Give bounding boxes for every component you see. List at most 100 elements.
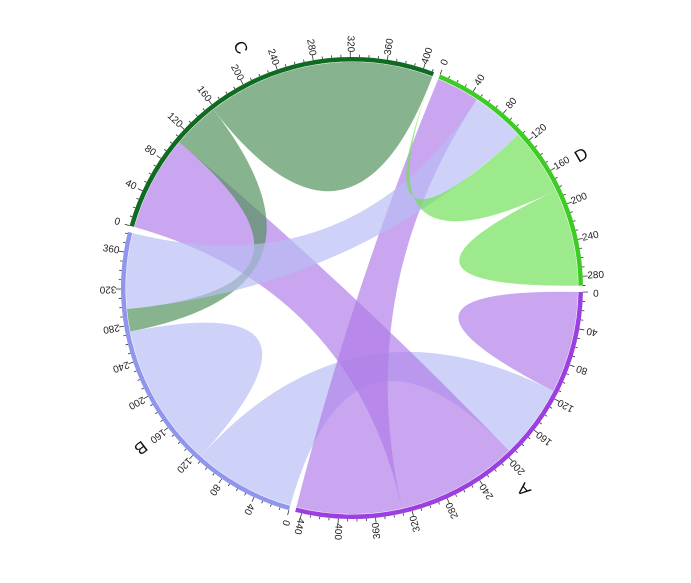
tick-mark bbox=[235, 488, 238, 492]
tick-label: 80 bbox=[142, 143, 158, 159]
tick-label: 320 bbox=[99, 284, 116, 295]
tick-mark bbox=[258, 73, 261, 77]
ribbon-D-D bbox=[459, 190, 578, 286]
ribbon-C-D bbox=[406, 76, 556, 222]
tick-mark bbox=[545, 160, 549, 163]
tick-mark bbox=[163, 427, 169, 432]
tick-label: 40 bbox=[585, 325, 598, 338]
tick-mark bbox=[169, 141, 173, 144]
tick-mark bbox=[233, 86, 236, 90]
tick-mark bbox=[184, 448, 187, 451]
group-arc-D bbox=[438, 74, 583, 286]
tick-mark bbox=[251, 497, 255, 502]
tick-mark bbox=[129, 215, 133, 218]
tick-mark bbox=[446, 498, 450, 504]
ribbon-B-C bbox=[126, 109, 267, 332]
tick-mark bbox=[429, 505, 432, 508]
tick-mark bbox=[212, 473, 215, 476]
tick-mark bbox=[575, 346, 578, 349]
tick-label: 0 bbox=[439, 57, 451, 67]
tick-mark bbox=[267, 70, 269, 73]
tick-mark bbox=[554, 398, 560, 402]
tick-mark bbox=[177, 441, 181, 445]
tick-mark bbox=[124, 232, 128, 235]
tick-label: 280 bbox=[587, 270, 605, 282]
tick-label: 120 bbox=[556, 396, 576, 414]
tick-mark bbox=[386, 54, 389, 60]
tick-label: 240 bbox=[477, 481, 496, 501]
tick-mark bbox=[439, 69, 443, 75]
tick-mark bbox=[208, 100, 213, 105]
tick-mark bbox=[566, 373, 569, 376]
tick-mark bbox=[402, 513, 405, 516]
tick-mark bbox=[125, 343, 129, 346]
tick-mark bbox=[534, 145, 538, 148]
tick-mark bbox=[249, 77, 252, 81]
tick-mark bbox=[123, 334, 126, 337]
tick-mark bbox=[509, 117, 513, 120]
tick-mark bbox=[128, 361, 134, 365]
tick-mark bbox=[521, 443, 525, 447]
tick-mark bbox=[448, 75, 451, 79]
tick-mark bbox=[555, 176, 558, 179]
tick-mark bbox=[544, 414, 548, 417]
tick-mark bbox=[188, 120, 191, 123]
tick-label: 200 bbox=[228, 63, 246, 83]
tick-mark bbox=[456, 79, 459, 83]
tick-mark bbox=[479, 480, 483, 485]
tick-mark bbox=[540, 152, 543, 156]
tick-label: 320 bbox=[345, 36, 356, 53]
tick-label: 400 bbox=[332, 523, 344, 541]
tick-mark bbox=[227, 483, 230, 487]
tick-mark bbox=[217, 96, 220, 100]
tick-label: 280 bbox=[444, 500, 461, 520]
tick-label: 40 bbox=[241, 502, 256, 517]
tick-mark bbox=[132, 206, 136, 209]
tick-label: 40 bbox=[123, 178, 138, 193]
tick-mark bbox=[270, 504, 272, 507]
tick-label: 0 bbox=[279, 519, 291, 528]
group-label-B: B bbox=[130, 437, 151, 459]
tick-mark bbox=[572, 355, 576, 358]
tick-label: 200 bbox=[569, 191, 589, 207]
tick-mark bbox=[225, 91, 228, 94]
tick-mark bbox=[488, 99, 491, 103]
tick-mark bbox=[502, 109, 507, 114]
tick-mark bbox=[218, 478, 223, 484]
tick-mark bbox=[508, 457, 513, 462]
tick-mark bbox=[516, 124, 519, 127]
tick-mark bbox=[153, 164, 156, 167]
tick-mark bbox=[311, 55, 314, 61]
tick-mark bbox=[559, 185, 563, 188]
ribbon-A-A bbox=[458, 291, 578, 391]
tick-label: 440 bbox=[291, 517, 305, 536]
tick-label: 280 bbox=[102, 321, 121, 335]
tick-mark bbox=[501, 463, 504, 466]
tick-mark bbox=[144, 180, 147, 183]
tick-mark bbox=[575, 229, 579, 231]
tick-mark bbox=[202, 108, 205, 111]
ribbon-B-B bbox=[130, 322, 263, 457]
tick-mark bbox=[300, 513, 302, 519]
tick-mark bbox=[495, 105, 498, 108]
tick-mark bbox=[275, 64, 278, 70]
tick-mark bbox=[303, 59, 305, 63]
tick-mark bbox=[549, 406, 553, 409]
tick-mark bbox=[494, 469, 497, 472]
tick-mark bbox=[577, 337, 581, 340]
tick-mark bbox=[570, 211, 573, 213]
tick-mark bbox=[515, 450, 518, 454]
ribbon-A-B bbox=[200, 351, 554, 506]
tick-mark bbox=[155, 412, 158, 415]
tick-label: 240 bbox=[111, 358, 131, 374]
tick-mark bbox=[293, 61, 296, 65]
tick-mark bbox=[148, 172, 152, 175]
tick-label: 80 bbox=[575, 362, 590, 376]
tick-label: 160 bbox=[534, 428, 554, 447]
tick-label: 0 bbox=[593, 287, 599, 298]
tick-mark bbox=[471, 485, 474, 488]
tick-mark bbox=[480, 94, 483, 97]
tick-label: 160 bbox=[194, 84, 213, 104]
chord-ribbons bbox=[125, 62, 578, 514]
